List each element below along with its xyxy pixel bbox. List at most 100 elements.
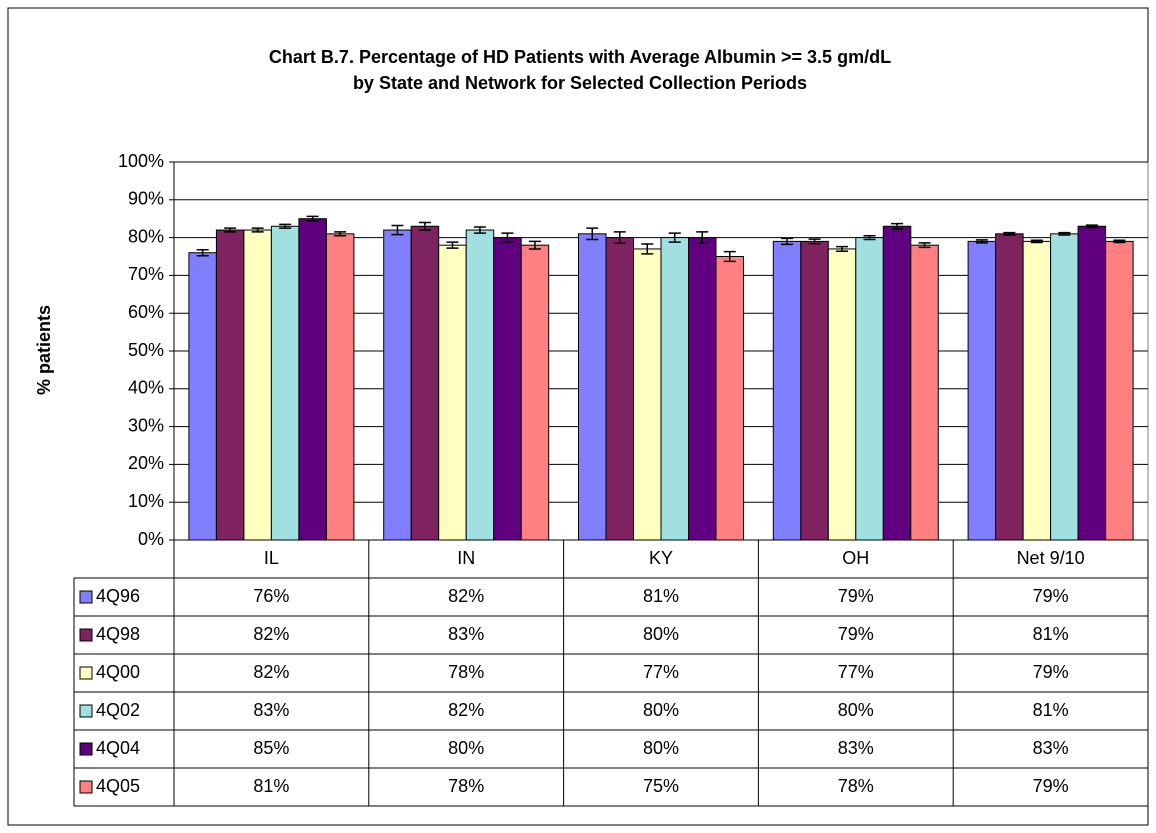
error-bar — [306, 215, 319, 222]
bar — [1077, 225, 1107, 541]
table-value: 81% — [253, 776, 289, 796]
table-value: 82% — [253, 662, 289, 682]
table-value: 76% — [253, 586, 289, 606]
legend-key — [79, 742, 93, 756]
error-bar — [1113, 239, 1126, 244]
bar — [270, 225, 300, 541]
table-value: 78% — [448, 662, 484, 682]
error-bar — [334, 231, 347, 237]
bar — [910, 244, 939, 541]
table-value: 83% — [1033, 738, 1069, 758]
bar — [438, 244, 467, 541]
error-bar — [501, 232, 514, 243]
error-bar — [723, 250, 736, 263]
legend-key — [79, 666, 93, 680]
chart-title: Chart B.7. Percentage of HD Patients wit… — [269, 47, 891, 67]
y-tick-label: 10% — [128, 491, 164, 511]
error-bar — [1085, 224, 1098, 229]
table-value: 82% — [448, 700, 484, 720]
table-value: 82% — [253, 624, 289, 644]
table-value: 80% — [643, 738, 679, 758]
bar — [215, 229, 245, 541]
error-bar — [473, 226, 486, 234]
table-value: 79% — [1033, 662, 1069, 682]
table-value: 78% — [838, 776, 874, 796]
y-tick-label: 70% — [128, 264, 164, 284]
error-bar — [696, 231, 709, 245]
bar — [827, 248, 857, 541]
table-value: 80% — [838, 700, 874, 720]
error-bar — [528, 240, 541, 250]
table-value: 83% — [838, 738, 874, 758]
table-value: 81% — [1033, 700, 1069, 720]
table-value: 83% — [448, 624, 484, 644]
bar — [383, 229, 412, 541]
legend-label: 4Q98 — [96, 624, 140, 644]
bar — [1022, 240, 1052, 541]
error-bar — [391, 224, 404, 236]
y-tick-label: 80% — [128, 226, 164, 246]
legend-key — [79, 590, 93, 604]
error-bar — [1058, 231, 1071, 236]
bar — [465, 229, 495, 541]
y-tick-label: 20% — [128, 453, 164, 473]
legend-label: 4Q05 — [96, 776, 140, 796]
chart-subtitle: by State and Network for Selected Collec… — [353, 73, 807, 93]
error-bar — [808, 238, 821, 245]
bar — [772, 240, 802, 541]
table-value: 79% — [1033, 586, 1069, 606]
x-tick-label: Net 9/10 — [1017, 548, 1085, 568]
legend-label: 4Q00 — [96, 662, 140, 682]
legend-key — [79, 704, 93, 718]
x-tick-label: KY — [649, 548, 673, 568]
legend-key — [79, 628, 93, 642]
bar — [578, 233, 607, 541]
error-bar — [446, 241, 459, 249]
x-tick-label: IN — [457, 548, 475, 568]
bar — [688, 237, 717, 541]
bar — [1105, 240, 1134, 541]
error-bar — [279, 223, 292, 229]
table-value: 75% — [643, 776, 679, 796]
y-tick-label: 60% — [128, 302, 164, 322]
table-value: 80% — [643, 624, 679, 644]
bar — [633, 248, 662, 541]
table-value: 79% — [838, 586, 874, 606]
bar — [605, 237, 634, 541]
table-value: 77% — [643, 662, 679, 682]
y-tick-label: 30% — [128, 415, 164, 435]
error-bar — [1003, 231, 1016, 236]
bar — [882, 225, 912, 541]
bar — [243, 229, 272, 541]
y-tick-label: 40% — [128, 378, 164, 398]
legend-label: 4Q96 — [96, 586, 140, 606]
bar — [188, 252, 217, 541]
bar — [520, 244, 550, 541]
table-value: 83% — [253, 700, 289, 720]
error-bar — [918, 242, 931, 249]
error-bar — [196, 248, 209, 257]
error-bar — [418, 221, 431, 231]
bar — [410, 225, 440, 541]
error-bar — [975, 239, 988, 244]
error-bar — [224, 227, 237, 233]
y-tick-label: 100% — [118, 151, 164, 171]
table-value: 81% — [1033, 624, 1069, 644]
table-value: 78% — [448, 776, 484, 796]
bar — [325, 233, 355, 541]
x-tick-label: IL — [264, 548, 279, 568]
legend-key — [79, 780, 93, 794]
y-tick-label: 90% — [128, 189, 164, 209]
error-bar — [891, 222, 904, 230]
bar — [800, 240, 829, 541]
error-bar — [668, 232, 681, 243]
legend-label: 4Q02 — [96, 700, 140, 720]
bar — [660, 237, 689, 541]
bar — [995, 233, 1024, 541]
table-value: 80% — [643, 700, 679, 720]
table-value: 81% — [643, 586, 679, 606]
error-bar — [251, 227, 264, 233]
error-bar — [1030, 239, 1043, 244]
error-bar — [586, 227, 599, 241]
